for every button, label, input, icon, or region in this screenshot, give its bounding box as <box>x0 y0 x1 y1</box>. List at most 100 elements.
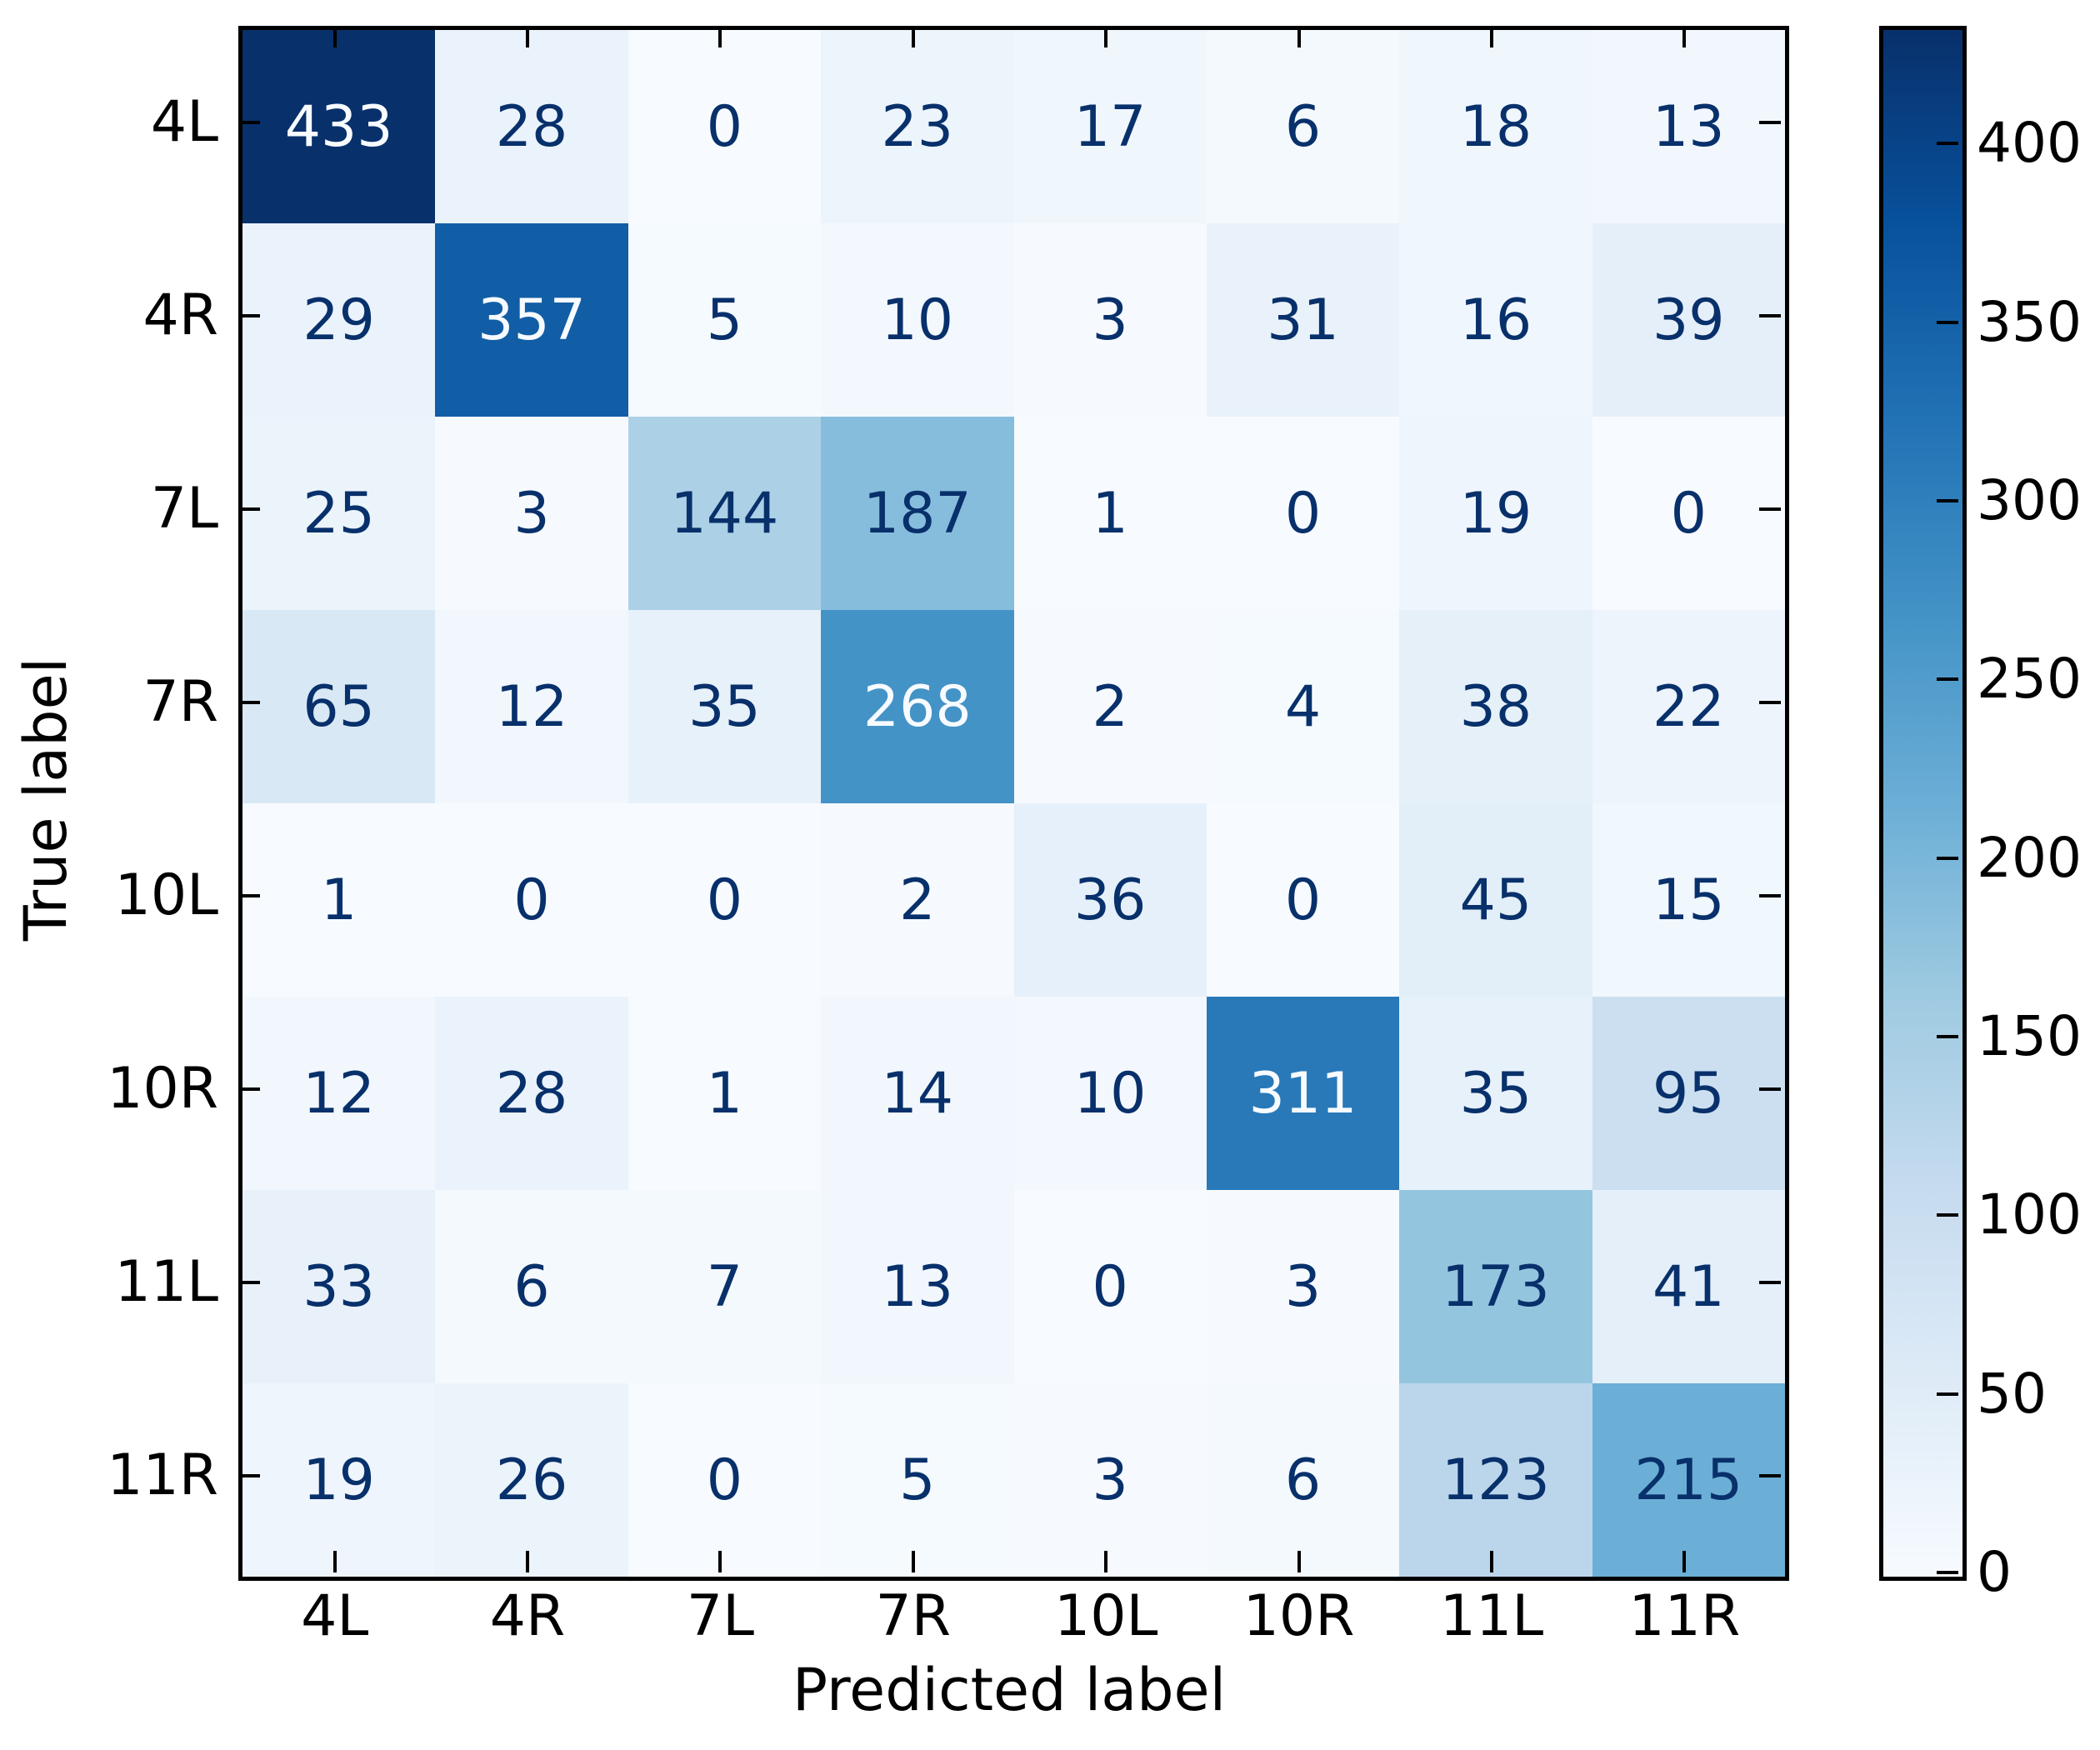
cell-10R-4L: 12 <box>242 997 436 1190</box>
x-tick <box>911 1551 915 1572</box>
x-tick <box>332 1551 337 1572</box>
y-tick <box>1759 894 1781 898</box>
y-tick <box>238 1474 260 1478</box>
cell-10R-7L: 1 <box>628 997 822 1190</box>
colorbar-tick <box>1937 856 1958 860</box>
x-tick <box>1489 26 1493 48</box>
colorbar-tick-label-50: 50 <box>1977 1361 2047 1426</box>
y-tick-label-4R: 4R <box>142 282 218 348</box>
colorbar-tick-label-0: 0 <box>1977 1540 2012 1604</box>
y-tick <box>1759 121 1781 124</box>
cell-7R-7L: 35 <box>628 610 822 803</box>
x-tick-label-7L: 7L <box>686 1583 755 1649</box>
cell-10L-4R: 0 <box>435 803 628 997</box>
y-tick-label-10L: 10L <box>114 862 218 928</box>
cell-11L-7L: 7 <box>628 1190 822 1383</box>
x-tick <box>1682 1551 1687 1572</box>
cell-7R-10R: 4 <box>1206 610 1400 803</box>
cell-10R-10L: 10 <box>1013 997 1207 1190</box>
cell-4R-10L: 3 <box>1013 223 1207 417</box>
cell-10L-7R: 2 <box>821 803 1014 997</box>
cell-10L-10L: 36 <box>1013 803 1207 997</box>
x-tick <box>1682 26 1687 48</box>
cell-7L-10L: 1 <box>1013 417 1207 610</box>
cell-11R-11R: 215 <box>1592 1383 1785 1577</box>
cell-4R-7R: 10 <box>821 223 1014 417</box>
cell-11R-7L: 0 <box>628 1383 822 1577</box>
y-tick <box>238 1088 260 1091</box>
cell-10L-10R: 0 <box>1206 803 1400 997</box>
cell-11L-7R: 13 <box>821 1190 1014 1383</box>
colorbar-tick-label-150: 150 <box>1977 1004 2082 1069</box>
colorbar-tick <box>1937 1035 1958 1039</box>
y-tick-label-11L: 11L <box>114 1249 218 1315</box>
y-tick <box>238 508 260 511</box>
colorbar-tick-label-300: 300 <box>1977 468 2082 533</box>
cell-4R-4R: 357 <box>435 223 628 417</box>
cell-11R-4R: 26 <box>435 1383 628 1577</box>
cell-10R-4R: 28 <box>435 997 628 1190</box>
x-tick-label-7R: 7R <box>875 1583 952 1649</box>
y-tick <box>238 1281 260 1284</box>
colorbar-tick <box>1937 320 1958 324</box>
cell-10R-7R: 14 <box>821 997 1014 1190</box>
x-tick-label-11L: 11L <box>1439 1583 1544 1649</box>
x-tick <box>332 26 337 48</box>
cell-4L-11L: 18 <box>1399 30 1592 223</box>
y-tick <box>238 701 260 704</box>
cell-7L-10R: 0 <box>1206 417 1400 610</box>
y-tick-label-4L: 4L <box>150 89 218 155</box>
cell-7L-7R: 187 <box>821 417 1014 610</box>
colorbar-tick <box>1937 678 1958 682</box>
cell-7R-7R: 268 <box>821 610 1014 803</box>
x-tick-label-11R: 11R <box>1628 1583 1741 1649</box>
y-tick <box>1759 1088 1781 1091</box>
x-tick <box>1104 1551 1108 1572</box>
y-tick <box>1759 314 1781 318</box>
y-tick-label-11R: 11R <box>107 1442 218 1508</box>
cell-7L-7L: 144 <box>628 417 822 610</box>
cell-4L-7L: 0 <box>628 30 822 223</box>
colorbar-tick <box>1937 1392 1958 1396</box>
y-tick <box>238 894 260 898</box>
colorbar-tick <box>1937 499 1958 503</box>
y-tick <box>1759 701 1781 704</box>
colorbar-tick <box>1937 1213 1958 1218</box>
cell-4R-7L: 5 <box>628 223 822 417</box>
y-tick <box>1759 508 1781 511</box>
cell-7R-11L: 38 <box>1399 610 1592 803</box>
cell-11R-4L: 19 <box>242 1383 436 1577</box>
x-tick <box>718 26 722 48</box>
y-tick-label-7R: 7R <box>142 669 218 735</box>
colorbar-tick <box>1937 142 1958 146</box>
colorbar <box>1879 26 1967 1581</box>
x-tick-label-4L: 4L <box>301 1583 369 1649</box>
y-axis-title: True label <box>12 657 80 942</box>
x-tick <box>1104 26 1108 48</box>
cell-7L-4L: 25 <box>242 417 436 610</box>
cell-11R-7R: 5 <box>821 1383 1014 1577</box>
cell-4L-4R: 28 <box>435 30 628 223</box>
colorbar-tick-label-200: 200 <box>1977 825 2082 890</box>
heatmap-grid: 433 28 0 23 17 6 18 13 29 357 5 10 3 31 16 39 25 3 144 187 1… <box>238 26 1789 1581</box>
cell-11L-10L: 0 <box>1013 1190 1207 1383</box>
cell-11L-11L: 173 <box>1399 1190 1592 1383</box>
cell-10L-4L: 1 <box>242 803 436 997</box>
cell-4L-10L: 17 <box>1013 30 1207 223</box>
cell-7R-4R: 12 <box>435 610 628 803</box>
cell-4L-10R: 6 <box>1206 30 1400 223</box>
x-tick-label-10L: 10L <box>1053 1583 1158 1649</box>
y-tick <box>1759 1281 1781 1284</box>
cell-10L-7L: 0 <box>628 803 822 997</box>
cell-4L-4L: 433 <box>242 30 436 223</box>
colorbar-tick-label-350: 350 <box>1977 289 2082 354</box>
x-tick <box>526 1551 530 1572</box>
cell-7R-11R: 22 <box>1592 610 1785 803</box>
cell-4L-7R: 23 <box>821 30 1014 223</box>
y-tick <box>238 314 260 318</box>
x-tick <box>1297 26 1301 48</box>
x-axis-title: Predicted label <box>792 1656 1227 1724</box>
cell-4R-11R: 39 <box>1592 223 1785 417</box>
colorbar-tick <box>1937 1571 1958 1574</box>
